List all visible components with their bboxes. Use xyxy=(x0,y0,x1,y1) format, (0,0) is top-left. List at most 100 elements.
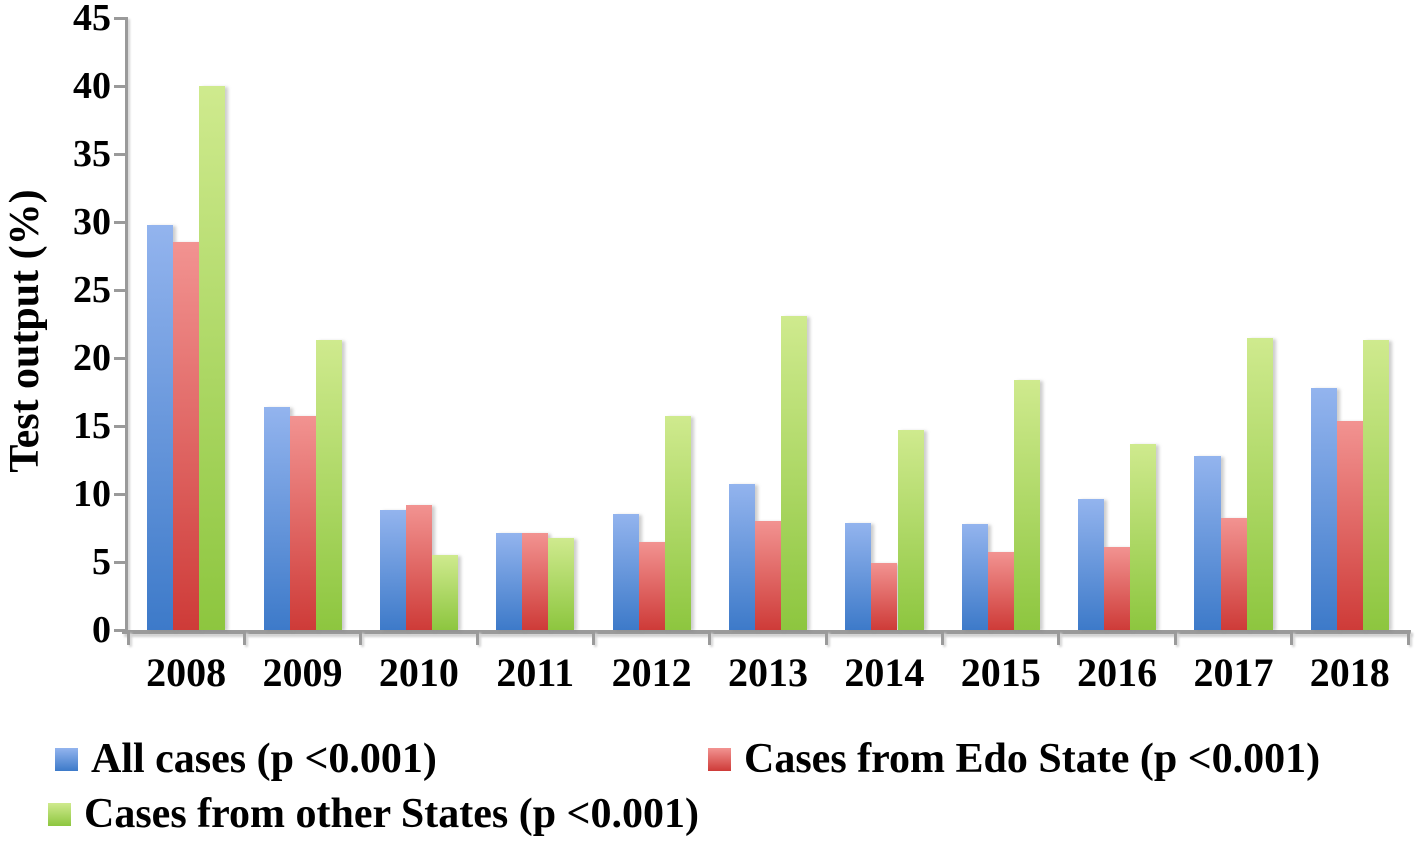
y-tick-label: 5 xyxy=(92,541,111,583)
x-tick-mark xyxy=(1173,631,1177,645)
x-axis-label: 2011 xyxy=(496,650,575,695)
x-tick-mark xyxy=(1290,631,1294,645)
x-axis-label: 2010 xyxy=(378,650,459,695)
bar xyxy=(315,340,342,630)
x-axis-label: 2009 xyxy=(262,650,343,695)
legend-item-edo-state: Cases from Edo State (p <0.001) xyxy=(708,736,1320,782)
bar xyxy=(1362,340,1390,630)
x-tick-mark xyxy=(1057,631,1061,645)
y-axis-title: Test output (%) xyxy=(2,189,48,473)
y-tick-mark xyxy=(114,84,128,88)
x-tick-mark xyxy=(242,631,246,645)
bar-group-2011 xyxy=(477,18,593,630)
x-axis-label: 2012 xyxy=(611,650,692,695)
bar xyxy=(781,316,808,630)
y-tick-label: 20 xyxy=(73,337,111,379)
bar xyxy=(1130,444,1157,630)
x-tick-mark xyxy=(591,631,595,645)
bar xyxy=(612,514,639,630)
bar xyxy=(289,416,316,630)
bar xyxy=(379,510,406,630)
x-tick-mark xyxy=(824,631,828,645)
bar xyxy=(432,555,459,630)
x-axis-label: 2017 xyxy=(1193,650,1274,695)
bar-group-2015 xyxy=(943,18,1059,630)
x-axis-label: 2018 xyxy=(1309,650,1390,695)
bar xyxy=(522,533,549,630)
bar xyxy=(199,86,226,630)
bar xyxy=(987,552,1014,630)
legend-swatch-red-icon xyxy=(708,747,731,771)
bar xyxy=(1310,388,1337,630)
bar xyxy=(1104,547,1131,630)
legend-swatch-green-icon xyxy=(48,802,71,826)
bar-group-2017 xyxy=(1175,18,1291,630)
y-tick-label: 35 xyxy=(73,133,111,175)
bar-group-2018 xyxy=(1292,18,1408,630)
bar-group-2008 xyxy=(128,18,244,630)
bar-group-2009 xyxy=(244,18,360,630)
x-axis-label: 2008 xyxy=(146,650,227,695)
bar xyxy=(845,523,872,630)
legend-label-other-states: Cases from other States (p <0.001) xyxy=(84,791,699,837)
bar xyxy=(664,416,691,630)
x-tick-mark xyxy=(359,631,363,645)
bar xyxy=(729,484,756,630)
legend-label-edo-state: Cases from Edo State (p <0.001) xyxy=(744,736,1321,782)
bar-group-2016 xyxy=(1059,18,1175,630)
bar xyxy=(755,521,782,630)
x-tick-mark xyxy=(1406,631,1410,645)
bar xyxy=(1194,456,1221,630)
bar xyxy=(871,563,898,630)
y-axis-line xyxy=(125,17,128,634)
x-axis-label: 2014 xyxy=(844,650,925,695)
bar xyxy=(548,538,575,630)
y-tick-mark xyxy=(114,220,128,224)
y-tick-label: 15 xyxy=(73,405,111,447)
y-tick-mark xyxy=(114,152,128,156)
plot-area: 0 5 10 15 20 25 30 35 40 45 xyxy=(73,0,1411,651)
legend-item-all-cases: All cases (p <0.001) xyxy=(55,736,437,782)
bar xyxy=(263,407,290,630)
x-axis-label: 2013 xyxy=(727,650,808,695)
y-tick-mark xyxy=(114,288,128,292)
bar xyxy=(1246,338,1273,630)
y-tick-mark xyxy=(114,16,128,20)
bar xyxy=(897,430,924,630)
bar xyxy=(405,505,433,630)
bar-group-2012 xyxy=(593,18,709,630)
y-tick-label: 40 xyxy=(73,65,111,107)
y-tick-label: 25 xyxy=(73,269,111,311)
y-tick-mark xyxy=(114,560,128,564)
x-tick-mark xyxy=(941,631,945,645)
y-tick-label: 0 xyxy=(92,609,111,651)
bar xyxy=(1013,380,1040,630)
x-axis-label: 2015 xyxy=(960,650,1041,695)
legend-swatch-blue-icon xyxy=(55,747,78,771)
bar xyxy=(496,533,523,630)
y-tick-mark xyxy=(114,356,128,360)
x-tick-mark xyxy=(126,631,130,645)
bar xyxy=(147,225,174,630)
y-tick-label: 30 xyxy=(73,201,111,243)
bar xyxy=(638,542,665,630)
x-tick-mark xyxy=(708,631,712,645)
y-tick-mark xyxy=(114,424,128,428)
bar xyxy=(1336,421,1363,630)
bar xyxy=(1220,518,1247,630)
x-axis-line xyxy=(122,630,1411,634)
legend-item-other-states: Cases from other States (p <0.001) xyxy=(48,791,699,837)
y-tick-label: 45 xyxy=(73,0,111,39)
legend-label-all-cases: All cases (p <0.001) xyxy=(91,736,437,782)
bar xyxy=(961,524,988,630)
y-tick-label: 10 xyxy=(73,473,111,515)
bar-group-2013 xyxy=(710,18,826,630)
y-tick-mark xyxy=(114,628,128,632)
bar xyxy=(1078,499,1105,630)
bar-group-2014 xyxy=(826,18,942,630)
x-tick-mark xyxy=(475,631,479,645)
bar xyxy=(173,242,200,630)
x-axis-label: 2016 xyxy=(1077,650,1158,695)
bar-group-2010 xyxy=(361,18,477,630)
